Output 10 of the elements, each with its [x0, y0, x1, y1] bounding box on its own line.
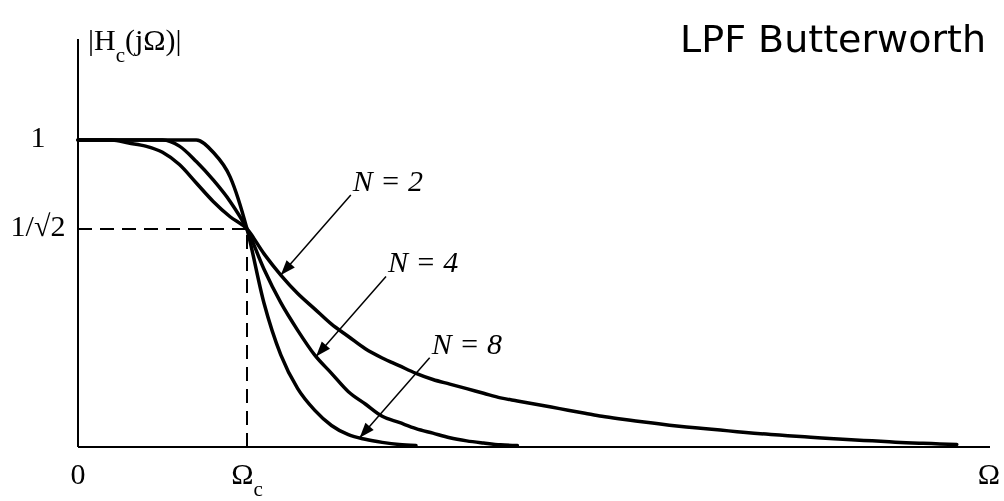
x-tick-label: Ω$_{c}$	[231, 457, 263, 501]
x-tick-label: 0	[70, 457, 86, 490]
y-axis-title: |H$_{c}$(jΩ)|	[88, 23, 182, 67]
annotation: N = 4	[387, 245, 459, 279]
ref-line-label: 1/√2	[10, 208, 66, 242]
annotation: N = 2	[351, 164, 424, 198]
chart-title: LPF Butterworth	[680, 17, 986, 61]
annotation: N = 8	[430, 326, 502, 360]
text: 1	[30, 119, 46, 153]
x-axis-title: Ω	[977, 457, 1000, 490]
